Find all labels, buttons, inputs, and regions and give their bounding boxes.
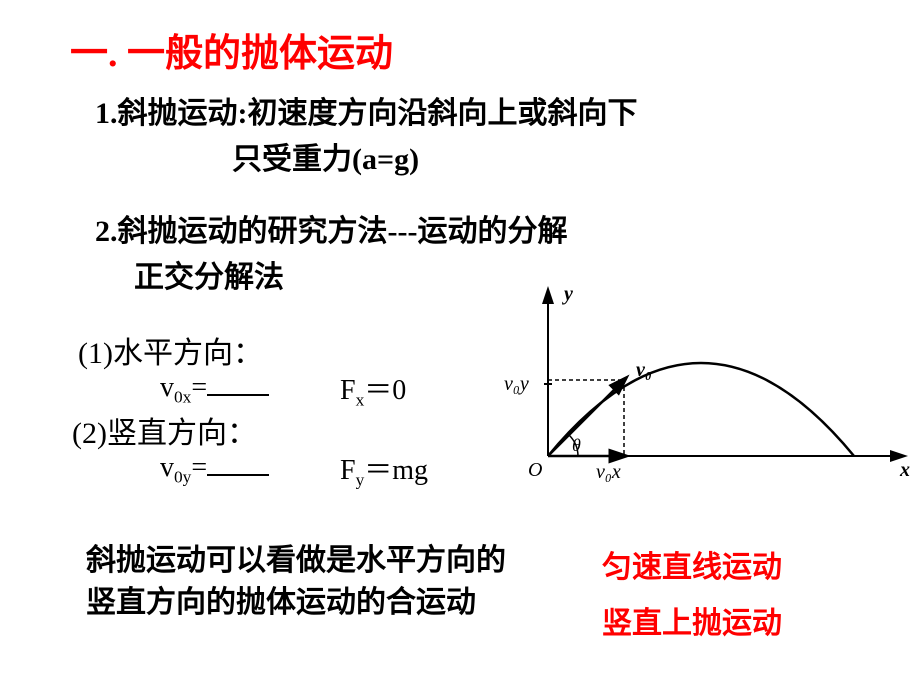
v0-vector xyxy=(548,378,626,456)
section-title: 一. 一般的抛体运动 xyxy=(70,22,393,77)
equals: = xyxy=(191,452,207,483)
v-symbol: v xyxy=(160,452,174,483)
x-axis-label: x xyxy=(899,459,910,481)
definition-line1: 1.斜抛运动:初速度方向沿斜向上或斜向下 xyxy=(95,94,638,133)
f-symbol: F xyxy=(340,375,356,406)
fx-value: ＝0 xyxy=(364,375,406,406)
v0x-equation: v0x= xyxy=(160,368,269,408)
f-symbol: F xyxy=(340,455,356,486)
fx-equation: Fx＝0 xyxy=(340,368,406,411)
method-line2: 正交分解法 xyxy=(134,252,284,296)
fy-value: ＝mg xyxy=(364,455,428,486)
v0y-equation: v0y= xyxy=(160,448,269,488)
v-symbol: v xyxy=(160,372,174,403)
v0-label: v₀ xyxy=(636,359,652,381)
vertical-throw-motion-label: 竖直上抛运动 xyxy=(602,598,782,642)
v-subscript: 0y xyxy=(174,468,191,487)
definition-line2: 只受重力(a=g) xyxy=(232,134,419,178)
theta-label: θ xyxy=(572,435,581,455)
blank-underline xyxy=(207,448,269,476)
f-subscript: x xyxy=(356,391,365,410)
y-axis-label: y xyxy=(562,283,573,305)
horizontal-direction-label: (1)水平方向： xyxy=(78,328,263,372)
v0x-label: v₀x xyxy=(596,461,621,483)
blank-underline xyxy=(207,368,269,396)
uniform-linear-motion-label: 匀速直线运动 xyxy=(602,542,782,586)
v0y-label: v₀y xyxy=(504,373,529,395)
projectile-diagram: y x O v₀ v₀y v₀x θ xyxy=(486,276,918,490)
method-line1: 2.斜抛运动的研究方法---运动的分解 xyxy=(95,212,567,253)
equals: = xyxy=(191,372,207,403)
summary-line1: 斜抛运动可以看做是水平方向的 xyxy=(86,540,506,582)
vertical-direction-label: (2)竖直方向： xyxy=(72,408,257,452)
fy-equation: Fy＝mg xyxy=(340,448,428,491)
f-subscript: y xyxy=(356,471,365,490)
origin-label: O xyxy=(528,459,542,481)
summary-text: 斜抛运动可以看做是水平方向的 竖直方向的抛体运动的合运动 xyxy=(86,540,506,624)
summary-line2: 竖直方向的抛体运动的合运动 xyxy=(86,582,506,624)
v-subscript: 0x xyxy=(174,388,191,407)
